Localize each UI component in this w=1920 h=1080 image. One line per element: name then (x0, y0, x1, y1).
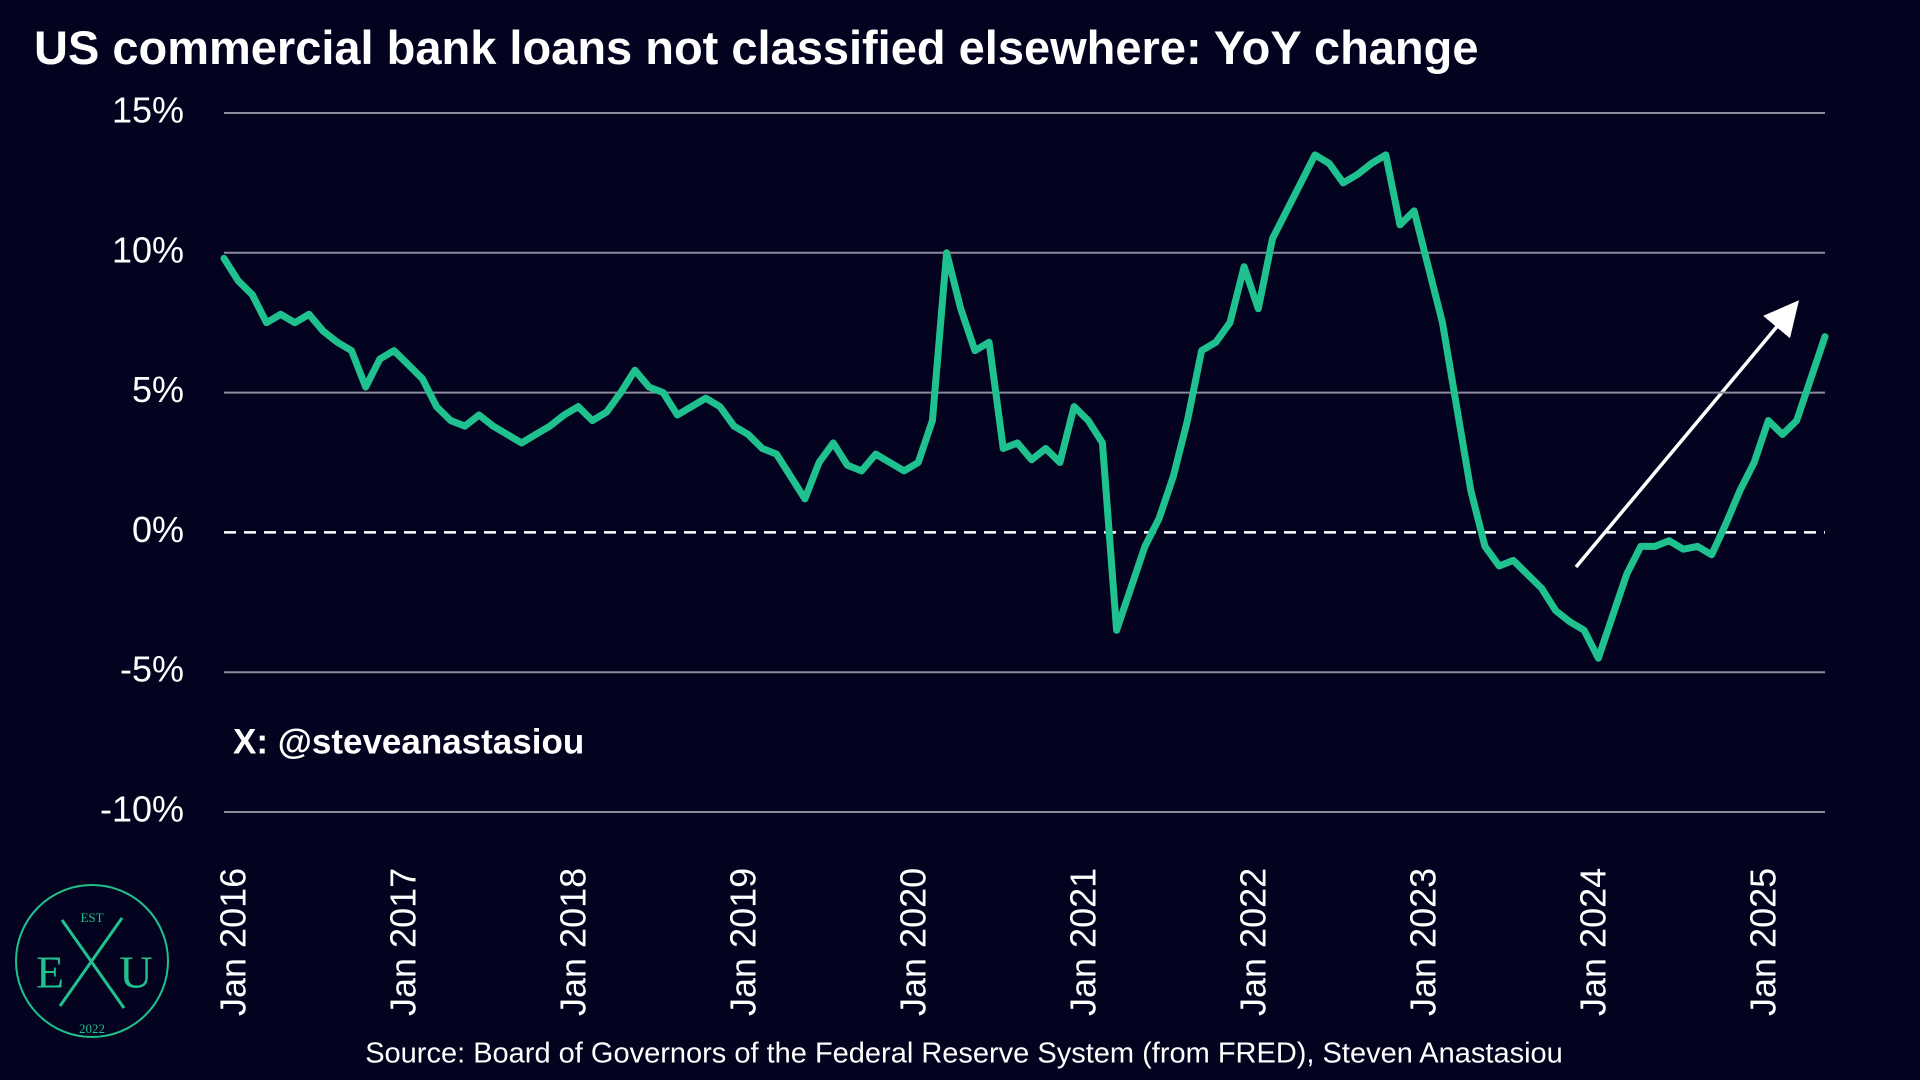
logo-left: E (36, 947, 64, 998)
logo-bottom: 2022 (79, 1021, 105, 1036)
x-tick-label: Jan 2017 (383, 868, 424, 1016)
y-tick-label: 0% (132, 509, 184, 550)
y-tick-label: 5% (132, 369, 184, 410)
logo: EST E U 2022 (15, 884, 169, 1038)
y-tick-label: 15% (112, 90, 184, 131)
x-tick-label: Jan 2016 (213, 868, 254, 1016)
logo-top: EST (80, 910, 103, 925)
logo-stroke (58, 917, 124, 1007)
y-tick-label: 10% (112, 229, 184, 270)
x-tick-label: Jan 2022 (1233, 868, 1274, 1016)
x-tick-label: Jan 2025 (1743, 868, 1784, 1016)
x-tick-label: Jan 2019 (723, 868, 764, 1016)
x-tick-label: Jan 2021 (1063, 868, 1104, 1016)
chart-title: US commercial bank loans not classified … (34, 21, 1479, 74)
logo-ring (15, 884, 169, 1038)
y-tick-label: -10% (100, 789, 184, 830)
source: Source: Board of Governors of the Federa… (365, 1038, 1563, 1070)
logo-stroke (60, 919, 126, 1009)
trend-arrow (1574, 300, 1799, 569)
data-line (220, 151, 1829, 662)
x-tick-label: Jan 2023 (1403, 868, 1444, 1016)
logo-right: U (119, 947, 152, 998)
y-tick-label: -5% (120, 649, 184, 690)
x-tick-label: Jan 2020 (893, 868, 934, 1016)
x-tick-label: Jan 2018 (553, 868, 594, 1016)
handle: X: @steveanastasiou (233, 722, 584, 761)
x-tick-label: Jan 2024 (1573, 868, 1614, 1016)
